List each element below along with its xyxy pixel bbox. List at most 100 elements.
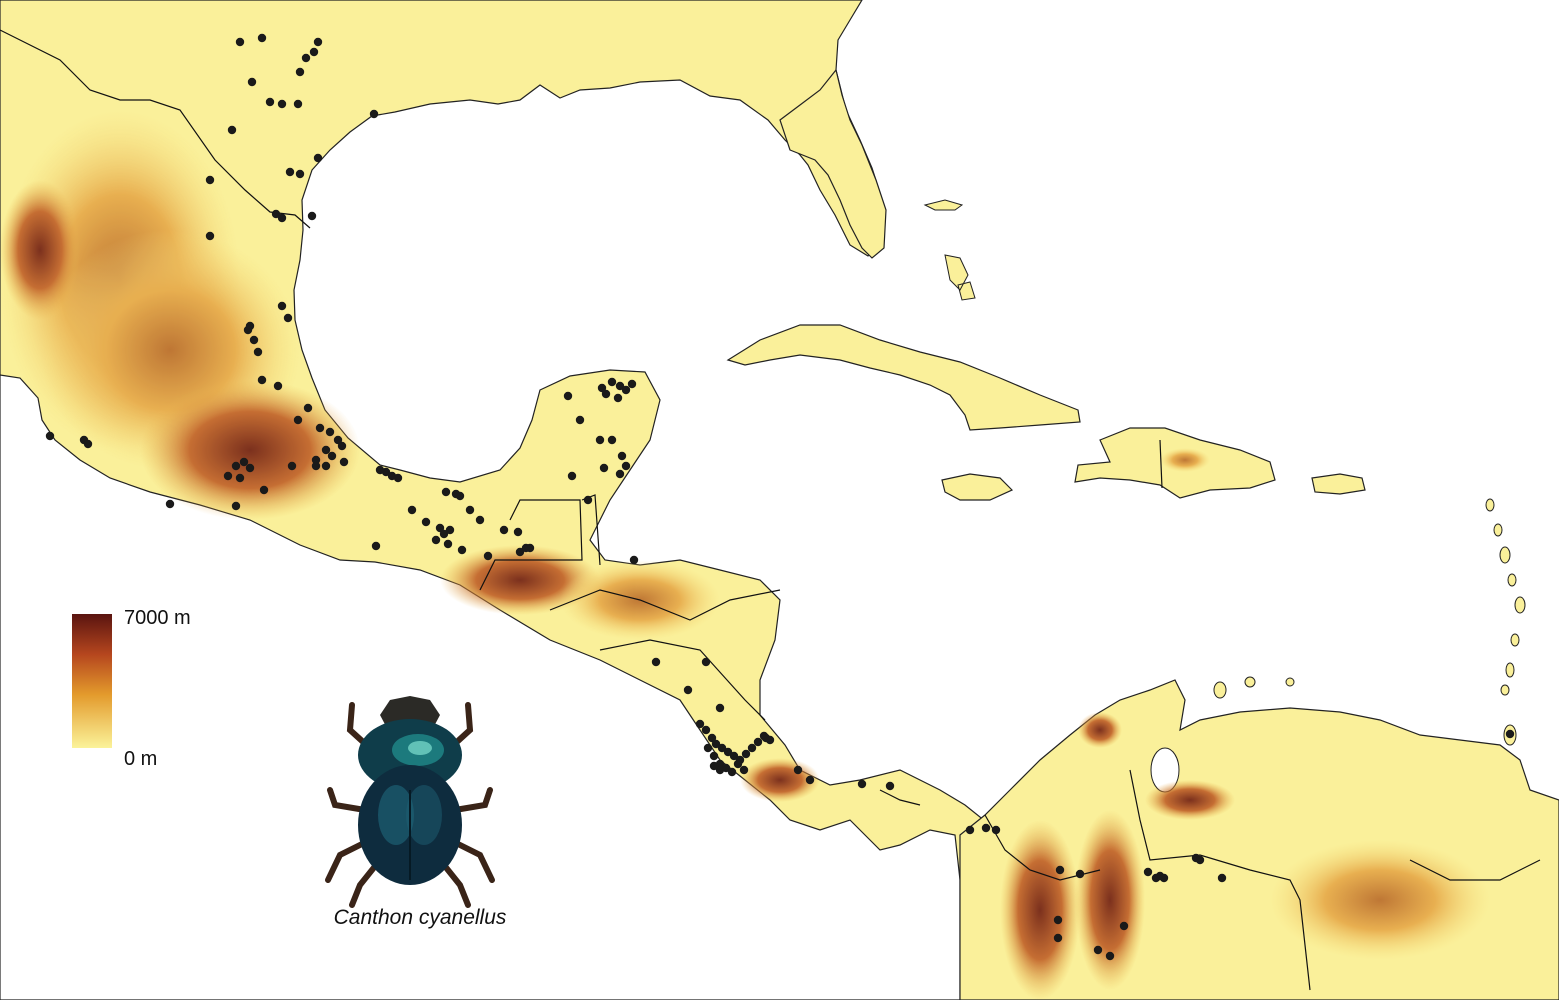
- elevation-shading: [0, 110, 1490, 1000]
- record-dot: [371, 541, 381, 551]
- record-dot: [435, 523, 445, 533]
- record-dot: [273, 381, 283, 391]
- record-dot: [583, 495, 593, 505]
- record-dot: [621, 461, 631, 471]
- legend-max-label: 7000 m: [124, 607, 191, 629]
- record-dot: [337, 441, 347, 451]
- record-dot: [613, 393, 623, 403]
- record-dot: [651, 657, 661, 667]
- record-dot: [711, 739, 721, 749]
- record-dot: [277, 301, 287, 311]
- record-dot: [1119, 921, 1129, 931]
- record-dot: [293, 415, 303, 425]
- record-dot: [257, 33, 267, 43]
- record-dot: [727, 767, 737, 777]
- land-florida: [779, 68, 887, 259]
- record-dot: [283, 313, 293, 323]
- record-dot: [1159, 873, 1169, 883]
- record-dot: [303, 403, 313, 413]
- record-dot: [259, 485, 269, 495]
- record-dot: [393, 473, 403, 483]
- dung-beetle-icon: [325, 696, 495, 908]
- record-dot: [599, 463, 609, 473]
- record-dot: [165, 499, 175, 509]
- record-dot: [325, 427, 335, 437]
- record-dot: [1053, 915, 1063, 925]
- record-dot: [965, 825, 975, 835]
- record-dot: [407, 505, 417, 515]
- record-dot: [885, 781, 895, 791]
- record-dot: [321, 461, 331, 471]
- record-dot: [235, 37, 245, 47]
- record-dot: [761, 733, 771, 743]
- record-dot: [703, 743, 713, 753]
- record-dot: [339, 457, 349, 467]
- record-dot: [701, 657, 711, 667]
- record-dot: [709, 761, 719, 771]
- record-dot: [443, 539, 453, 549]
- record-dot: [265, 97, 275, 107]
- record-dot: [235, 473, 245, 483]
- record-dot: [313, 37, 323, 47]
- record-dot: [981, 823, 991, 833]
- record-dot: [271, 209, 281, 219]
- record-dot: [475, 515, 485, 525]
- record-dot: [439, 529, 449, 539]
- record-dot: [287, 461, 297, 471]
- record-dot: [753, 737, 763, 747]
- record-dot: [257, 375, 267, 385]
- record-dot: [615, 469, 625, 479]
- record-dot: [483, 551, 493, 561]
- record-dot: [455, 491, 465, 501]
- record-dot: [239, 457, 249, 467]
- record-dot: [563, 391, 573, 401]
- record-dot: [231, 461, 241, 471]
- record-dot: [295, 67, 305, 77]
- record-dot: [1093, 945, 1103, 955]
- record-dot: [701, 725, 711, 735]
- lesser-antilles: [1213, 498, 1526, 746]
- record-dot: [321, 445, 331, 455]
- record-dot: [223, 471, 233, 481]
- record-dot: [285, 167, 295, 177]
- record-dot: [205, 175, 215, 185]
- record-dot: [607, 377, 617, 387]
- record-dot: [1143, 867, 1153, 877]
- record-dot: [1075, 869, 1085, 879]
- record-dot: [513, 527, 523, 537]
- record-dot: [615, 381, 625, 391]
- record-dot: [695, 719, 705, 729]
- record-dot: [715, 765, 725, 775]
- record-dot: [747, 743, 757, 753]
- record-dot: [627, 379, 637, 389]
- record-dot: [293, 99, 303, 109]
- record-dot: [243, 325, 253, 335]
- record-dot: [1105, 951, 1115, 961]
- record-dot: [723, 747, 733, 757]
- record-dot: [205, 231, 215, 241]
- record-dot: [301, 53, 311, 63]
- record-dot: [311, 461, 321, 471]
- record-dot: [45, 431, 55, 441]
- record-dot: [1505, 729, 1515, 739]
- record-dot: [621, 385, 631, 395]
- record-dot: [277, 99, 287, 109]
- record-dot: [83, 439, 93, 449]
- record-dot: [595, 435, 605, 445]
- record-dot: [247, 77, 257, 87]
- record-dot: [729, 751, 739, 761]
- record-dot: [457, 545, 467, 555]
- record-dot: [991, 825, 1001, 835]
- record-dot: [499, 525, 509, 535]
- record-dot: [515, 547, 525, 557]
- land-jamaica: [941, 473, 1014, 501]
- record-dot: [1195, 855, 1205, 865]
- record-dot: [245, 463, 255, 473]
- record-dot: [629, 555, 639, 565]
- record-dot: [327, 451, 337, 461]
- record-dot: [441, 487, 451, 497]
- record-dot: [607, 435, 617, 445]
- record-dot: [295, 169, 305, 179]
